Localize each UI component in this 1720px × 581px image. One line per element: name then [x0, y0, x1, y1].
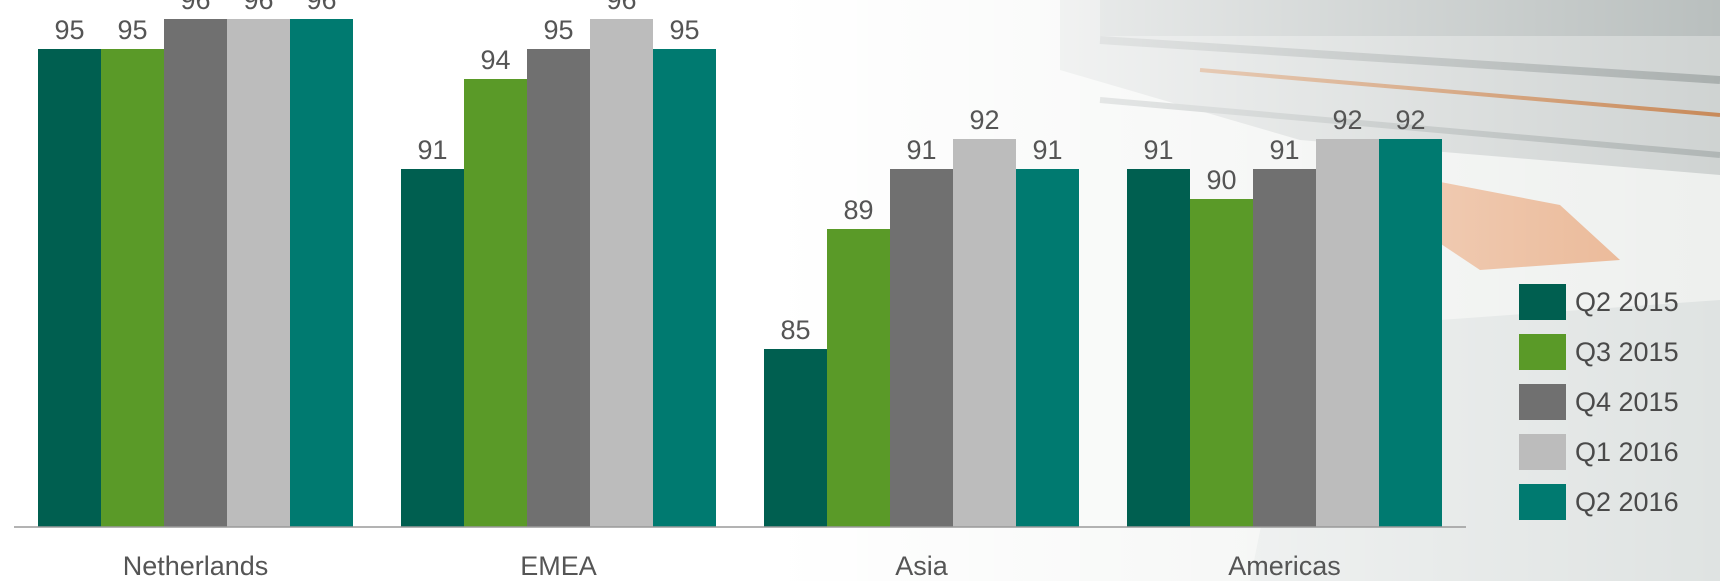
- bar-americas-q2-2016: [1379, 139, 1442, 527]
- bar-emea-q4-2015: [527, 49, 590, 527]
- legend-label: Q4 2015: [1575, 386, 1679, 417]
- bar-netherlands-q1-2016: [227, 19, 290, 527]
- legend-item: Q3 2015: [1519, 327, 1679, 377]
- bar-asia-q2-2016: [1016, 169, 1079, 527]
- category-label: Americas: [1228, 551, 1341, 581]
- legend-item: Q4 2015: [1519, 377, 1679, 427]
- bar-americas-q4-2015: [1253, 169, 1316, 527]
- data-label: 89: [843, 195, 873, 225]
- data-label: 96: [306, 0, 336, 15]
- data-label: 90: [1206, 165, 1236, 195]
- bar-emea-q1-2016: [590, 19, 653, 527]
- bar-emea-q3-2015: [464, 79, 527, 527]
- legend-item: Q2 2015: [1519, 277, 1679, 327]
- bar-netherlands-q2-2015: [38, 49, 101, 527]
- legend-swatch: [1519, 284, 1566, 320]
- bar-americas-q1-2016: [1316, 139, 1379, 527]
- legend: Q2 2015 Q3 2015 Q4 2015 Q1 2016 Q2 2016: [1519, 277, 1679, 527]
- bar-netherlands-q3-2015: [101, 49, 164, 527]
- bar-emea-q2-2016: [653, 49, 716, 527]
- bar-netherlands-q4-2015: [164, 19, 227, 527]
- bar-asia-q4-2015: [890, 169, 953, 527]
- data-label: 92: [1395, 105, 1425, 135]
- data-label: 95: [117, 15, 147, 45]
- bar-asia-q2-2015: [764, 349, 827, 527]
- bar-americas-q3-2015: [1190, 199, 1253, 527]
- bar-asia-q3-2015: [827, 229, 890, 527]
- data-label: 91: [1032, 135, 1062, 165]
- legend-swatch: [1519, 434, 1566, 470]
- data-label: 91: [417, 135, 447, 165]
- legend-swatch: [1519, 384, 1566, 420]
- data-label: 91: [1143, 135, 1173, 165]
- legend-label: Q1 2016: [1575, 436, 1679, 467]
- legend-label: Q3 2015: [1575, 336, 1679, 367]
- legend-label: Q2 2015: [1575, 286, 1679, 317]
- legend-swatch: [1519, 484, 1566, 520]
- data-label: 96: [243, 0, 273, 15]
- data-label: 95: [543, 15, 573, 45]
- data-label: 96: [180, 0, 210, 15]
- data-label: 91: [906, 135, 936, 165]
- legend-item: Q2 2016: [1519, 477, 1679, 527]
- bar-asia-q1-2016: [953, 139, 1016, 527]
- data-label: 94: [480, 45, 510, 75]
- data-label: 96: [606, 0, 636, 15]
- data-label: 95: [669, 15, 699, 45]
- category-label: Netherlands: [123, 551, 269, 581]
- legend-swatch: [1519, 334, 1566, 370]
- legend-label: Q2 2016: [1575, 486, 1679, 517]
- category-label: Asia: [895, 551, 949, 581]
- data-label: 95: [54, 15, 84, 45]
- data-label: 92: [1332, 105, 1362, 135]
- bar-americas-q2-2015: [1127, 169, 1190, 527]
- legend-item: Q1 2016: [1519, 427, 1679, 477]
- data-label: 91: [1269, 135, 1299, 165]
- bar-netherlands-q2-2016: [290, 19, 353, 527]
- data-label: 92: [969, 105, 999, 135]
- category-label: EMEA: [520, 551, 597, 581]
- data-label: 85: [780, 315, 810, 345]
- bar-emea-q2-2015: [401, 169, 464, 527]
